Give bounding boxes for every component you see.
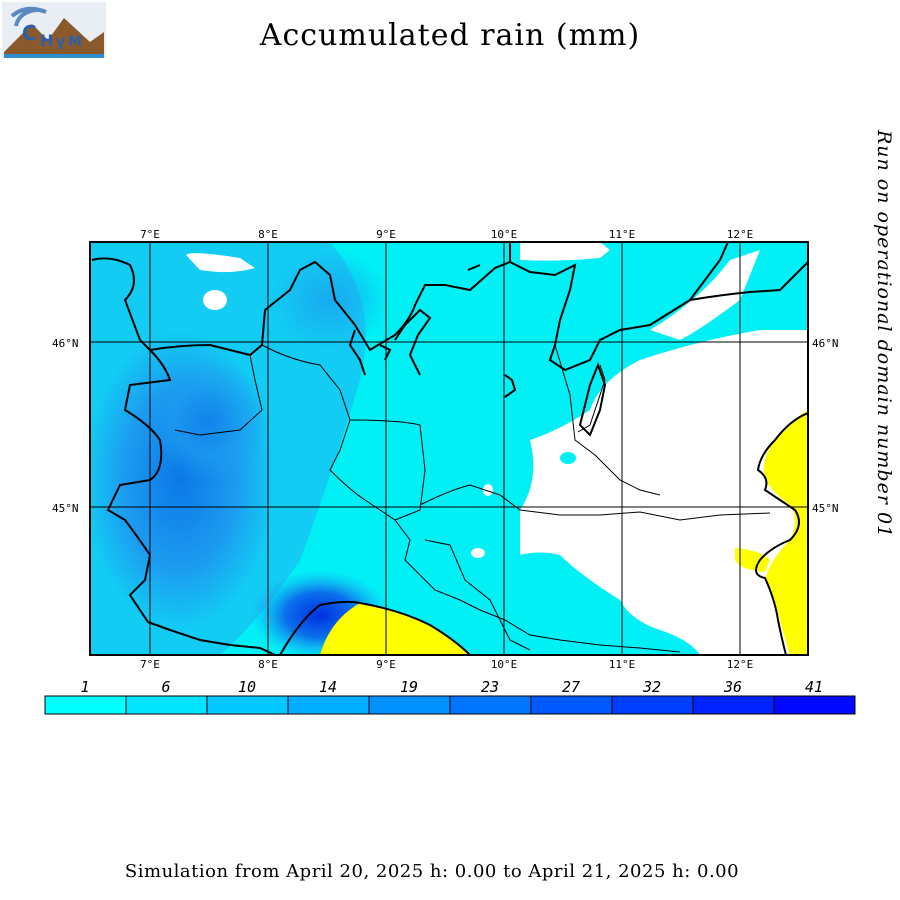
svg-text:H: H [40,31,53,50]
colorbar-swatch [287,695,370,715]
coastline-ligurian [279,600,471,655]
coastline-adriatic [755,412,808,655]
colorbar-swatch [368,695,451,715]
colorbar-label: 23 [480,678,500,696]
lon-label-bottom: 10°E [491,658,518,671]
lon-label-top: 10°E [491,228,518,241]
lat-label-right: 46°N [812,337,839,350]
simulation-period: Simulation from April 20, 2025 h: 0.00 t… [124,861,740,882]
colorbar-label: 14 [318,678,338,696]
colorbar-swatch [692,695,775,715]
svg-text:C: C [22,21,37,45]
colorbar-swatch [773,695,856,715]
lat-label-left: 45°N [52,502,79,515]
colorbar-label: 41 [804,678,824,696]
no-rain-area-east [520,330,808,655]
adriatic-sea [763,410,808,655]
no-rain-area-north [186,253,255,273]
chym-logo-icon: C H y M [2,2,106,58]
lon-label-bottom: 7°E [140,658,160,671]
lon-label-top: 9°E [376,228,396,241]
colorbar-label: 19 [399,678,419,696]
lat-label-right: 45°N [812,502,839,515]
map-frame [89,241,809,656]
colorbar-swatch [44,695,127,715]
colorbar-label: 32 [642,678,662,696]
lon-label-top: 12°E [727,228,754,241]
lon-label-bottom: 11°E [609,658,636,671]
national-border [91,257,276,655]
colorbar-swatch [611,695,694,715]
lon-label-top: 8°E [258,228,278,241]
lon-label-top: 7°E [140,228,160,241]
lon-label-bottom: 12°E [727,658,754,671]
colorbar-swatch [125,695,208,715]
ligurian-sea [320,603,470,655]
colorbar-label: 6 [161,678,171,696]
run-domain-note: Run on operational domain number 01 [873,130,895,539]
colorbar-swatch [206,695,289,715]
lon-label-bottom: 8°E [258,658,278,671]
map-title: Accumulated rain (mm) [259,18,641,53]
colorbar-label: 1 [80,678,90,696]
colorbar-label: 36 [723,678,743,696]
svg-text:M: M [68,34,82,50]
colorbar-swatch [530,695,613,715]
lon-label-bottom: 9°E [376,658,396,671]
lat-label-left: 46°N [52,337,79,350]
lon-label-top: 11°E [609,228,636,241]
svg-text:y: y [56,34,65,50]
colorbar-label: 10 [237,678,257,696]
colorbar-label: 27 [561,678,581,696]
colorbar-swatch [449,695,532,715]
